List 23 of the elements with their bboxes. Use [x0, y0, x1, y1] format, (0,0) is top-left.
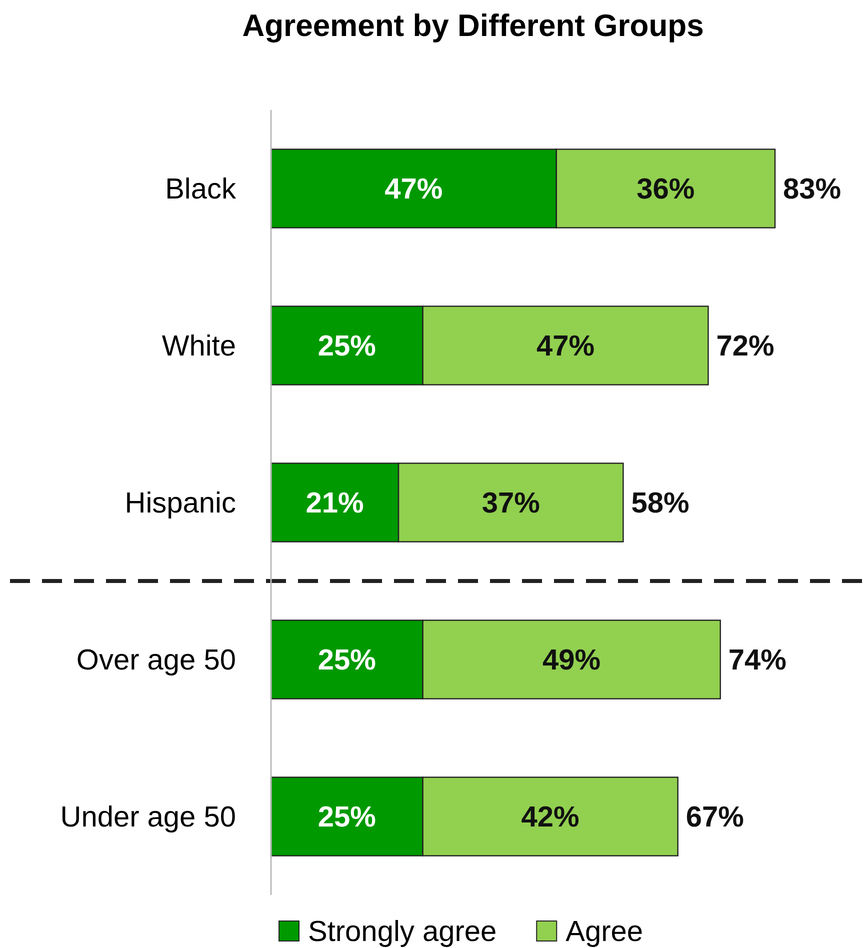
total-label: 58% — [631, 488, 690, 520]
y-tick-label: Over age 50 — [76, 644, 236, 677]
data-label: 21% — [306, 488, 364, 520]
data-label: 37% — [482, 488, 540, 520]
data-label: 25% — [318, 330, 376, 363]
total-label: 67% — [686, 802, 744, 834]
y-tick-label: Black — [165, 174, 236, 206]
data-label: 36% — [636, 174, 695, 206]
legend-label: Agree — [566, 916, 644, 948]
total-label: 72% — [716, 330, 774, 363]
y-tick-label: Hispanic — [124, 488, 236, 520]
data-label: 25% — [318, 644, 376, 677]
data-label: 42% — [521, 802, 580, 834]
total-label: 74% — [728, 644, 787, 677]
data-label: 49% — [542, 644, 601, 677]
legend-label: Strongly agree — [308, 916, 497, 948]
chart-title: Agreement by Different Groups — [242, 8, 704, 43]
y-tick-label: White — [162, 330, 236, 363]
total-label: 83% — [783, 174, 842, 206]
data-label: 47% — [384, 174, 443, 206]
data-label: 25% — [318, 802, 376, 834]
data-label: 47% — [536, 330, 595, 363]
y-tick-label: Under age 50 — [60, 802, 236, 834]
